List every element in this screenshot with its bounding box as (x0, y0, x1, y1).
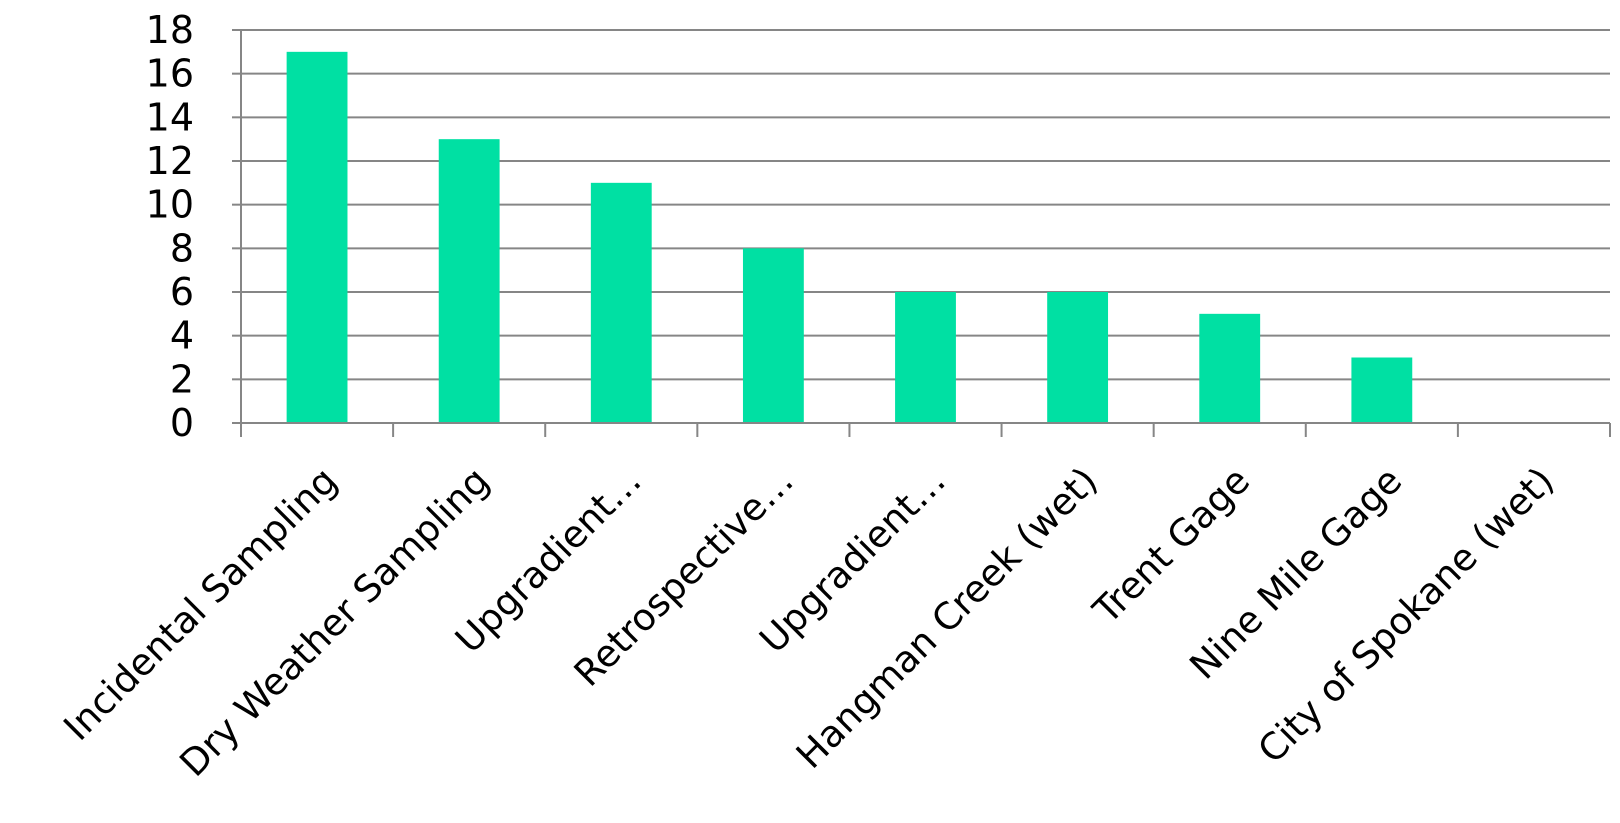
y-tick-label: 2 (170, 357, 194, 401)
y-tick-label: 14 (146, 95, 194, 139)
y-tick-label: 6 (170, 270, 194, 314)
bar (895, 292, 956, 423)
y-tick-label: 12 (146, 139, 194, 183)
bar (1199, 313, 1261, 423)
x-category-label: City of Spokane (wet) (1250, 459, 1563, 772)
bar (590, 182, 652, 423)
y-tick-label: 4 (170, 314, 194, 358)
x-category-label: Incidental Sampling (55, 459, 345, 749)
bar (1351, 357, 1413, 423)
bar (438, 139, 500, 423)
y-tick-label: 8 (170, 226, 194, 270)
y-tick-label: 16 (146, 52, 194, 96)
bar (286, 51, 348, 423)
x-category-label: Hangman Creek (wet) (788, 459, 1106, 777)
bar (1047, 292, 1109, 423)
x-category-label: Dry Weather Sampling (171, 459, 497, 785)
y-tick-label: 18 (146, 8, 194, 52)
y-tick-label: 10 (146, 183, 194, 227)
axes (232, 29, 1611, 437)
bar (742, 248, 804, 423)
bars (286, 51, 1413, 423)
y-tick-label: 0 (170, 401, 194, 445)
